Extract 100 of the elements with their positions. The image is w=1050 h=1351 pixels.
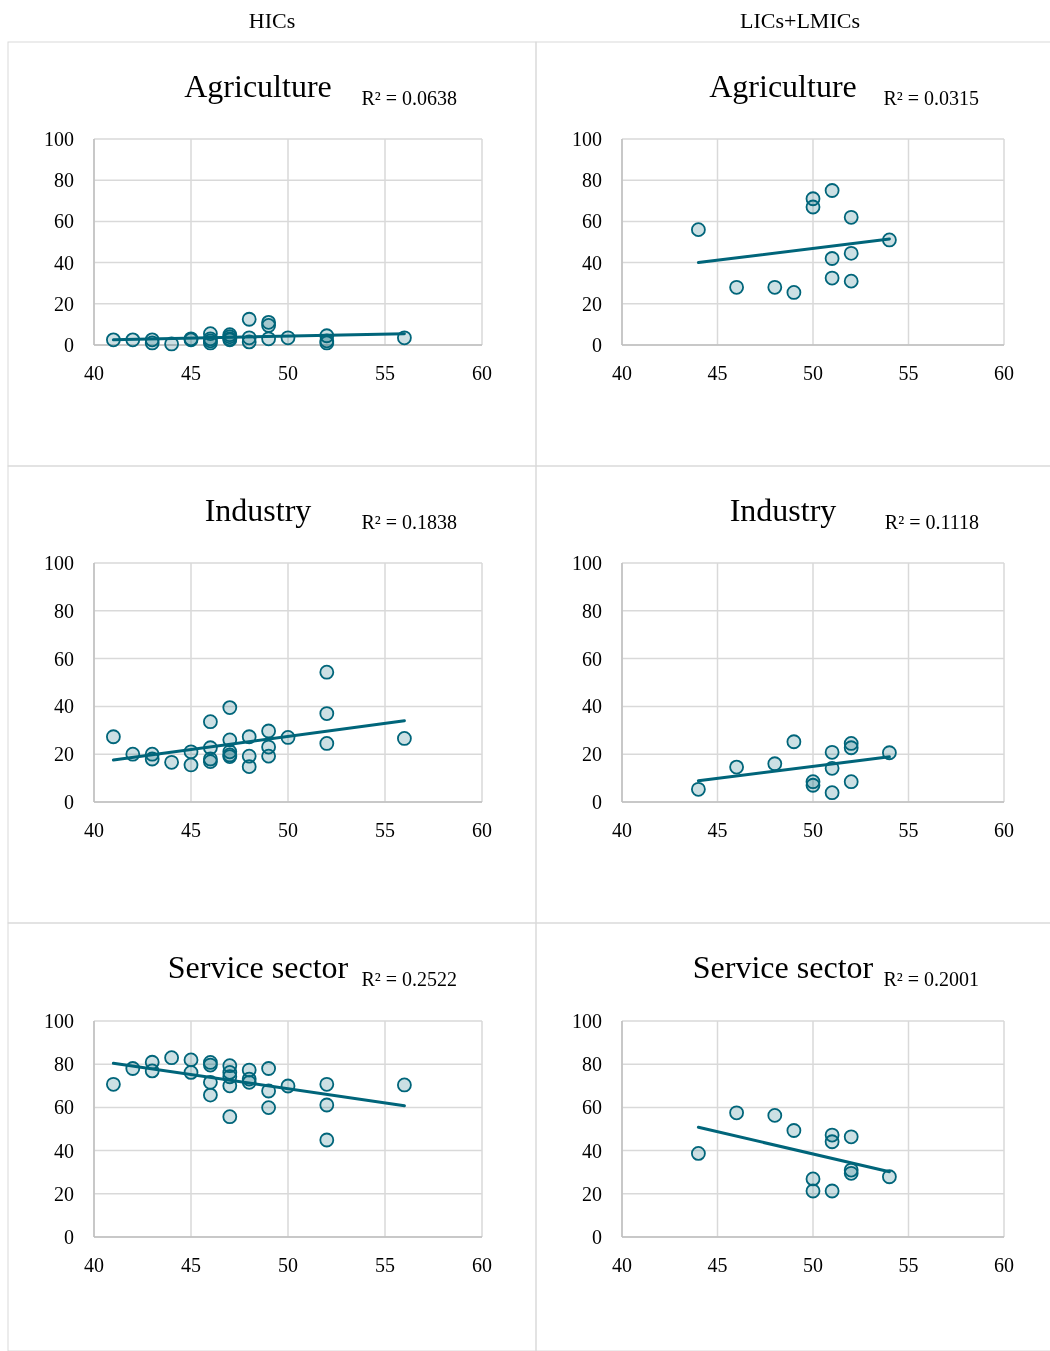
point [261,723,276,739]
point [261,1061,276,1076]
point [183,1052,199,1068]
y-tick-label: 40 [54,1139,74,1162]
chart-subtitle: HICs [248,8,296,33]
chart-title: Service sector [167,949,349,985]
y-tick-label: 60 [582,210,602,233]
point [203,714,218,730]
x-tick-label: 60 [994,819,1014,841]
point [106,729,121,745]
point [882,1169,897,1185]
chart-title: Service sector [692,949,874,985]
y-tick-label: 80 [582,169,602,192]
point [241,759,257,775]
y-tick-label: 80 [582,599,602,622]
x-tick-label: 50 [278,362,298,384]
point [319,664,335,680]
x-tick-label: 45 [707,362,728,384]
x-tick-label: 55 [375,362,395,384]
y-tick-label: 40 [582,1139,602,1162]
point [843,774,859,790]
point [261,1100,276,1116]
point [786,734,802,750]
y-tick-label: 20 [582,743,602,766]
x-tick-label: 60 [472,819,492,841]
point [319,1132,335,1148]
x-tick-label: 60 [472,1254,492,1276]
y-tick-label: 20 [54,292,74,315]
point [843,1129,859,1145]
point [319,706,335,721]
chart-title: Industry [729,492,837,528]
point [319,1097,335,1113]
point [805,1171,821,1187]
text: R² = 0.2522 [361,968,457,990]
point [824,183,840,198]
point [691,222,706,238]
y-tick-label: 20 [54,1182,74,1205]
chart-subtitle: LICs+LMICs [740,8,860,33]
y-tick-label: 0 [592,1226,602,1248]
chart-title: Agriculture [184,68,332,104]
y-tick-label: 60 [582,647,602,670]
x-tick-label: 40 [612,362,632,384]
y-tick-label: 40 [54,251,74,274]
y-tick-label: 100 [572,552,602,574]
y-tick-label: 0 [64,1226,74,1248]
point [183,757,199,773]
point [319,1076,335,1092]
x-tick-label: 60 [994,1254,1014,1276]
text: R² = 0.0638 [361,87,457,109]
point [824,744,840,760]
point [222,700,238,715]
x-tick-label: 50 [803,1254,823,1276]
point [397,731,412,746]
point [843,273,859,289]
y-tick-label: 80 [54,1053,74,1076]
y-tick-label: 40 [582,695,602,718]
x-tick-label: 60 [472,362,492,384]
point [824,1134,840,1150]
point [261,748,276,764]
y-tick-label: 20 [582,1182,602,1205]
y-tick-label: 0 [64,334,74,356]
x-tick-label: 55 [898,819,919,841]
y-tick-label: 20 [54,743,74,766]
point [843,245,859,261]
point [729,1105,744,1121]
y-tick-label: 100 [572,1010,602,1032]
y-tick-label: 60 [54,647,74,670]
y-tick-label: 100 [44,128,74,150]
point [786,1123,802,1138]
x-tick-label: 40 [84,819,104,841]
y-tick-label: 60 [54,210,74,233]
x-tick-label: 45 [707,819,728,841]
x-tick-label: 50 [278,819,298,841]
y-tick-label: 80 [582,1053,602,1076]
point [824,251,840,266]
text: R² = 0.1838 [361,511,457,533]
y-tick-label: 0 [592,334,602,356]
y-tick-label: 40 [582,251,602,274]
x-tick-label: 45 [707,1254,728,1276]
x-tick-label: 55 [375,819,395,841]
x-tick-label: 45 [181,362,201,384]
text: R² = 0.0315 [883,87,979,109]
x-tick-label: 45 [181,1254,201,1276]
text: R² = 0.2001 [883,968,979,990]
y-tick-label: 80 [54,169,74,192]
point [767,1107,783,1123]
point [691,781,706,797]
point [767,756,783,772]
y-tick-label: 100 [44,552,74,574]
point [241,311,257,327]
y-tick-label: 40 [54,695,74,718]
point [824,1183,840,1199]
point [729,759,744,775]
x-tick-label: 40 [612,1254,632,1276]
y-tick-label: 0 [64,791,74,813]
x-tick-label: 50 [278,1254,298,1276]
x-tick-label: 55 [375,1254,395,1276]
point [164,754,179,770]
point [729,279,744,295]
point [397,1077,412,1093]
